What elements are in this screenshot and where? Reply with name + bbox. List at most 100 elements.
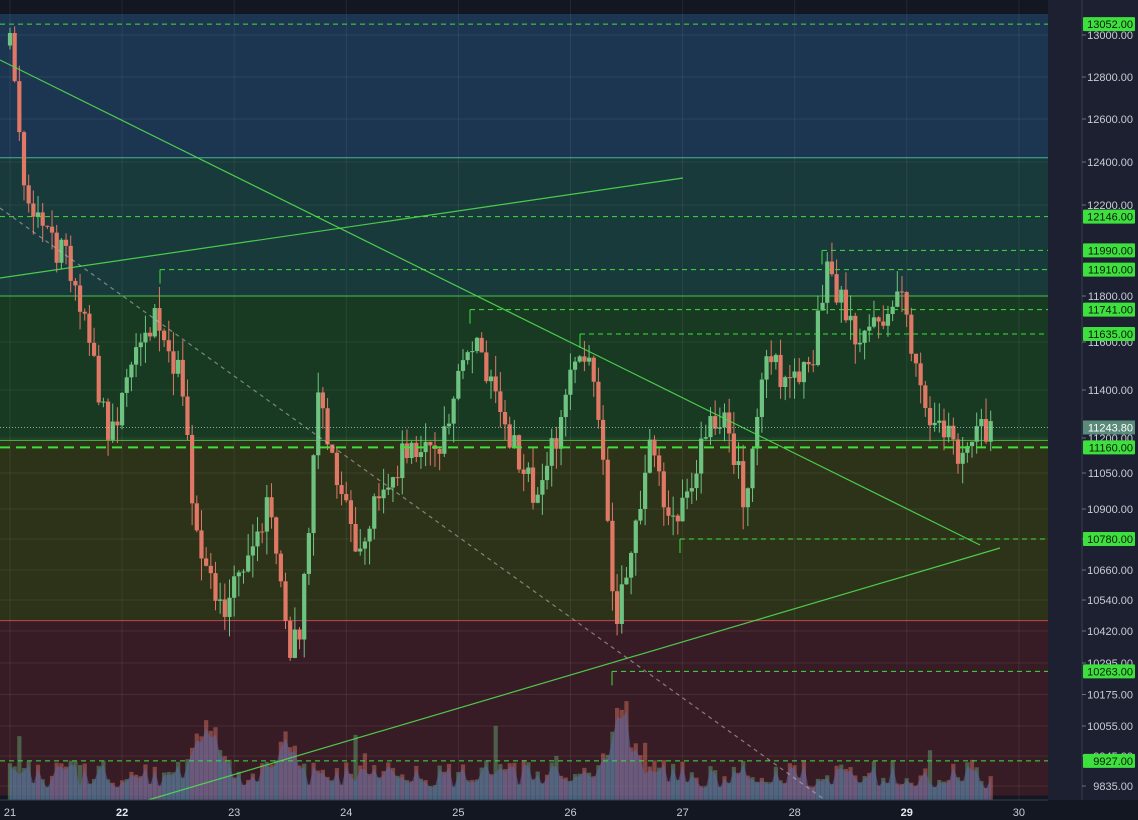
candle: [722, 403, 727, 442]
candle-body: [979, 419, 984, 427]
trendline[interactable]: [0, 207, 826, 801]
candle-body: [773, 354, 778, 363]
candle: [133, 333, 139, 378]
candle: [488, 369, 494, 399]
y-tick-label: 10540.00: [1087, 595, 1133, 607]
candle-body: [353, 524, 358, 552]
candle-body: [862, 330, 867, 343]
candle-body: [493, 376, 498, 392]
candle-body: [213, 573, 218, 601]
levels-group: [0, 23, 1082, 762]
candle: [362, 537, 368, 565]
candle-body: [451, 398, 456, 424]
candle-body: [91, 342, 97, 356]
candle: [755, 408, 760, 466]
candle-body: [516, 435, 522, 470]
candle: [470, 341, 475, 374]
candle: [717, 407, 722, 435]
candle-body: [544, 465, 550, 481]
candle: [236, 570, 241, 597]
candle-body: [404, 443, 410, 459]
candle-body: [185, 396, 190, 435]
candle: [530, 446, 536, 510]
candle: [288, 616, 293, 661]
candle-body: [180, 359, 185, 397]
candle: [778, 339, 783, 399]
candle-body: [129, 364, 134, 378]
candle: [353, 506, 358, 552]
candle: [59, 238, 64, 270]
level-label: 12146.00: [1087, 212, 1133, 224]
trendline[interactable]: [0, 59, 981, 546]
candle: [661, 462, 666, 526]
candle-body: [554, 438, 559, 449]
candle: [685, 478, 690, 510]
candle: [7, 27, 13, 50]
candle-body: [484, 352, 489, 382]
candle: [325, 397, 330, 451]
candle-body: [348, 500, 354, 525]
candle-body: [418, 452, 424, 457]
candle: [157, 286, 162, 352]
candle-body: [236, 572, 241, 577]
candle: [773, 353, 778, 370]
candle-body: [521, 469, 526, 474]
candle-body: [885, 313, 891, 326]
candle-body: [685, 491, 690, 498]
candle: [619, 565, 624, 634]
candle-body: [703, 437, 708, 439]
candle-body: [162, 330, 167, 341]
x-tick-label: 28: [789, 807, 801, 819]
candle: [269, 483, 274, 529]
candle-body: [778, 354, 783, 388]
y-tick-label: 11400.00: [1088, 385, 1133, 397]
volume-area: [10, 711, 991, 800]
candle-body: [946, 425, 951, 438]
candle: [479, 332, 484, 353]
level-label: 9927.00: [1093, 756, 1133, 768]
candle: [446, 413, 452, 435]
candle-body: [73, 280, 78, 286]
candle: [694, 460, 699, 501]
level-label-box: [1083, 326, 1135, 341]
candle: [853, 312, 858, 364]
candle: [119, 392, 125, 430]
trendline[interactable]: [0, 177, 684, 279]
candle-body: [250, 546, 255, 556]
current-price-label: 11243.80: [1088, 422, 1133, 434]
candle: [671, 496, 676, 536]
candle: [633, 519, 638, 576]
candle: [624, 566, 629, 585]
candle-body: [839, 289, 844, 303]
candle-body: [890, 306, 895, 314]
candle-body: [512, 435, 517, 448]
candle-body: [246, 555, 251, 572]
candle-body: [456, 370, 461, 399]
candle-body: [283, 581, 288, 621]
candle-body: [96, 355, 101, 403]
candle: [162, 328, 167, 348]
candle-body: [699, 438, 704, 474]
candle-body: [488, 376, 494, 382]
candle-body: [101, 401, 106, 403]
candle-body: [974, 426, 979, 442]
candle: [87, 305, 92, 356]
y-tick-label: 10660.00: [1087, 565, 1133, 577]
candle-body: [460, 360, 466, 371]
candle: [264, 484, 269, 555]
candle-body: [600, 419, 606, 460]
candle: [708, 407, 713, 445]
candle-body: [629, 552, 634, 578]
candle-body: [302, 573, 307, 640]
candle: [563, 389, 568, 437]
candle: [913, 353, 919, 377]
candle: [442, 406, 447, 457]
trendline[interactable]: [147, 547, 1001, 801]
candle: [932, 402, 937, 432]
candle: [629, 551, 634, 595]
candle-body: [297, 629, 302, 640]
candle: [969, 441, 975, 458]
level-label: 11635.00: [1088, 329, 1133, 341]
